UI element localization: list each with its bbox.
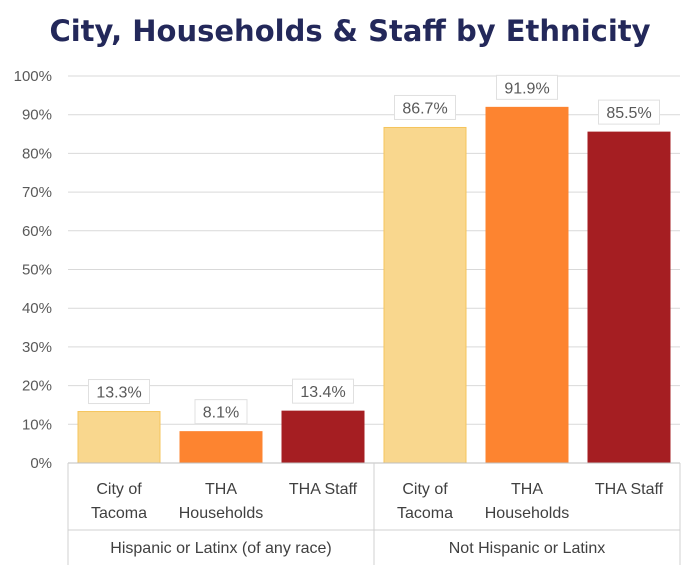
data-label-box	[194, 399, 248, 425]
x-category-label: THA Staff	[289, 481, 358, 498]
y-tick-label: 100%	[14, 68, 52, 85]
y-tick-label: 80%	[22, 145, 52, 162]
x-category-label: City of Tacoma	[91, 481, 147, 522]
grid-lines	[68, 75, 680, 425]
data-labels: 13.3% 8.1% 13.4% 86.7% 91.9% 85.5%	[88, 74, 660, 425]
y-tick-label: 10%	[22, 416, 52, 433]
data-label-box	[88, 379, 150, 405]
data-label: 86.7%	[402, 100, 447, 117]
data-label: 13.4%	[300, 384, 345, 401]
bar	[485, 106, 569, 464]
data-label: 91.9%	[504, 80, 549, 97]
y-tick-label: 60%	[22, 223, 52, 240]
y-tick-label: 40%	[22, 300, 52, 317]
y-tick-label: 50%	[22, 262, 52, 279]
x-category-label: THA Households	[179, 481, 264, 522]
data-label-box	[496, 74, 558, 100]
bar	[281, 410, 365, 464]
data-label: 85.5%	[606, 105, 651, 122]
x-axis: City of Tacoma THA Households THA Staff Hispa…	[67, 462, 681, 565]
y-axis-ticks: 0% 10% 20% 30% 40% 50% 60% 70% 80% 90% 100%	[14, 68, 52, 472]
bar	[179, 431, 263, 464]
data-label: 8.1%	[203, 405, 239, 422]
y-tick-label: 20%	[22, 378, 52, 395]
bar	[587, 131, 671, 464]
bar	[77, 411, 161, 464]
x-category-label: City of Tacoma	[397, 481, 453, 522]
data-label-box	[394, 94, 456, 120]
y-tick-label: 30%	[22, 339, 52, 356]
data-label-box	[292, 378, 354, 404]
chart-title: City, Households & Staff by Ethnicity	[49, 14, 651, 48]
y-tick-label: 70%	[22, 184, 52, 201]
bars	[77, 106, 671, 464]
data-label-box	[598, 99, 660, 125]
data-label: 13.3%	[96, 385, 141, 402]
bar	[383, 126, 467, 464]
x-group-label: Not Hispanic or Latinx	[449, 540, 606, 557]
x-category-label: THA Households	[485, 481, 570, 522]
x-category-label: THA Staff	[595, 481, 664, 498]
y-tick-label: 90%	[22, 107, 52, 124]
y-tick-label: 0%	[30, 455, 52, 472]
x-group-label: Hispanic or Latinx (of any race)	[110, 540, 331, 557]
